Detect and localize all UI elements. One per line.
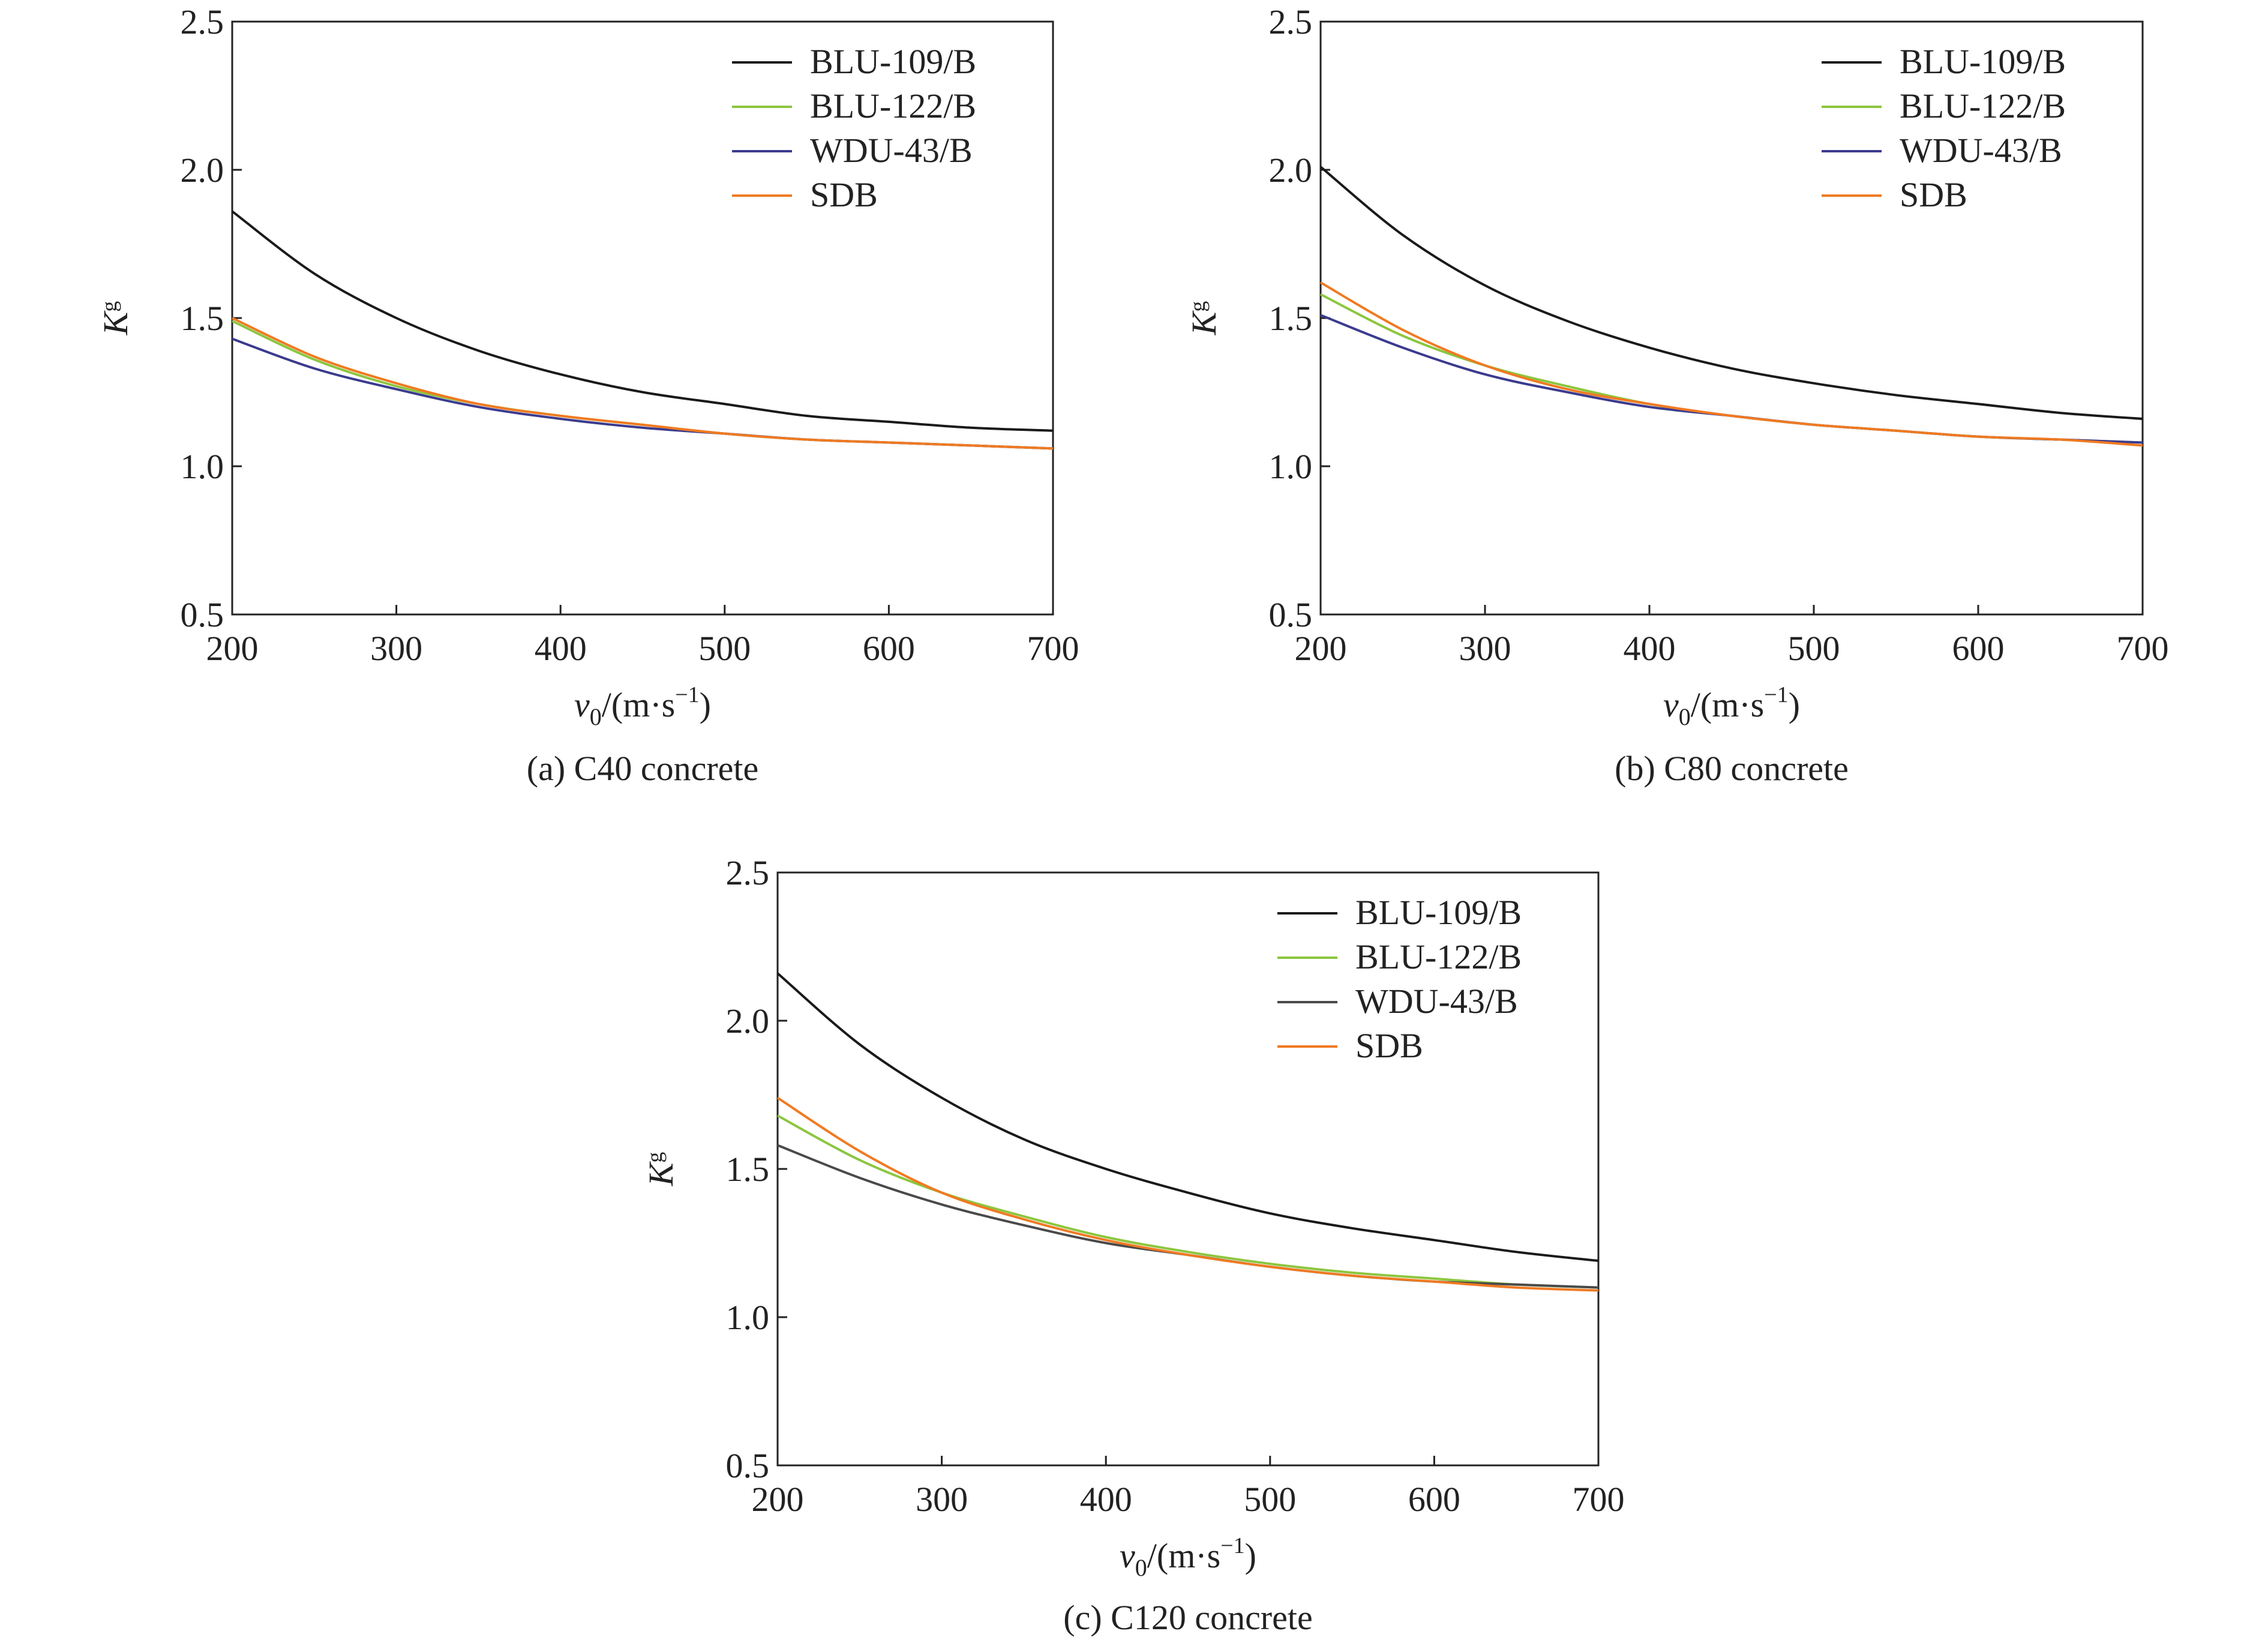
y-tick-label: 1.5 xyxy=(1269,299,1313,338)
x-tick-label: 200 xyxy=(752,1480,804,1519)
y-tick-label: 1.5 xyxy=(726,1150,770,1189)
series-line-sdb xyxy=(232,317,1054,450)
x-axis-label: v0/(m·s−1) xyxy=(574,682,711,730)
y-tick-label: 2.0 xyxy=(726,1002,770,1041)
panel-caption: (a) C40 concrete xyxy=(527,749,758,788)
y-tick-label: 1.0 xyxy=(181,447,224,486)
x-tick-label: 500 xyxy=(698,629,751,668)
x-tick-label: 300 xyxy=(370,629,422,668)
legend-label: BLU-109/B xyxy=(1355,893,1522,932)
series-line-blu-122-b xyxy=(777,1114,1599,1289)
series-line-wdu-43-b xyxy=(232,337,1054,450)
x-axis-label: v0/(m·s−1) xyxy=(1120,1533,1256,1581)
x-tick-label: 600 xyxy=(1408,1480,1460,1519)
x-tick-label: 400 xyxy=(1624,629,1676,668)
series-line-blu-122-b xyxy=(232,320,1054,450)
x-tick-label: 200 xyxy=(206,629,259,668)
legend-label: SDB xyxy=(1900,175,1967,214)
x-tick-label: 200 xyxy=(1295,629,1347,668)
y-axis-label: Kg xyxy=(1184,301,1223,336)
series-line-wdu-43-b xyxy=(777,1144,1599,1289)
panel-c-c120: 200 300 400 500 600 700 0.5 1.0 1.5 2.0 2.5 v0/(m·s… xyxy=(641,853,1625,1637)
y-tick-label: 1.0 xyxy=(726,1298,770,1337)
panel-caption: (c) C120 concrete xyxy=(1063,1598,1312,1637)
series-line-blu-109-b xyxy=(231,210,1054,432)
panel-caption: (b) C80 concrete xyxy=(1615,749,1849,788)
x-tick-label: 300 xyxy=(1459,629,1511,668)
y-tick-label: 0.5 xyxy=(726,1446,770,1485)
series-line-blu-109-b xyxy=(776,972,1599,1263)
x-tick-label: 600 xyxy=(863,629,915,668)
x-tick-label: 400 xyxy=(1080,1480,1132,1519)
x-tick-label: 700 xyxy=(1573,1480,1625,1519)
x-tick-label: 400 xyxy=(535,629,587,668)
y-tick-label: 2.5 xyxy=(181,2,224,41)
panel-a-c40: 200 300 400 500 600 700 0.5 1.0 1.5 2.0 2.5 v0/(m·s… xyxy=(96,2,1079,788)
panel-b-c80: 200 300 400 500 600 700 0.5 1.0 1.5 2.0 2.5 v0/(m·s… xyxy=(1184,2,2169,788)
legend-label: BLU-109/B xyxy=(1900,42,2066,81)
legend-label: SDB xyxy=(1355,1026,1423,1065)
legend-label: WDU-43/B xyxy=(1900,131,2062,170)
y-axis-label: Kg xyxy=(96,301,135,336)
legend-label: BLU-109/B xyxy=(810,42,976,81)
legend-label: BLU-122/B xyxy=(1900,86,2066,125)
legend-label: SDB xyxy=(810,175,878,214)
x-tick-label: 300 xyxy=(916,1480,968,1519)
y-tick-label: 2.0 xyxy=(181,151,224,190)
y-tick-label: 0.5 xyxy=(1269,595,1313,634)
y-tick-label: 1.0 xyxy=(1269,447,1313,486)
series-line-sdb xyxy=(776,1096,1599,1292)
x-tick-label: 500 xyxy=(1788,629,1840,668)
series-line-sdb xyxy=(1320,281,2143,447)
y-tick-label: 2.0 xyxy=(1269,151,1313,190)
series-line-wdu-43-b xyxy=(1320,314,2143,444)
y-tick-label: 1.5 xyxy=(181,299,224,338)
legend-label: WDU-43/B xyxy=(1355,982,1518,1021)
legend-label: WDU-43/B xyxy=(810,131,973,170)
y-axis-label: Kg xyxy=(641,1152,680,1187)
series-line-blu-109-b xyxy=(1319,166,2143,420)
x-axis-label: v0/(m·s−1) xyxy=(1663,682,1800,730)
x-tick-label: 700 xyxy=(2117,629,2169,668)
x-tick-label: 700 xyxy=(1027,629,1079,668)
x-tick-label: 600 xyxy=(1952,629,2005,668)
y-tick-label: 0.5 xyxy=(181,595,224,634)
y-tick-label: 2.5 xyxy=(726,853,770,892)
legend-label: BLU-122/B xyxy=(810,86,976,125)
y-tick-label: 2.5 xyxy=(1269,2,1313,41)
legend-label: BLU-122/B xyxy=(1355,937,1522,976)
x-tick-label: 500 xyxy=(1244,1480,1296,1519)
